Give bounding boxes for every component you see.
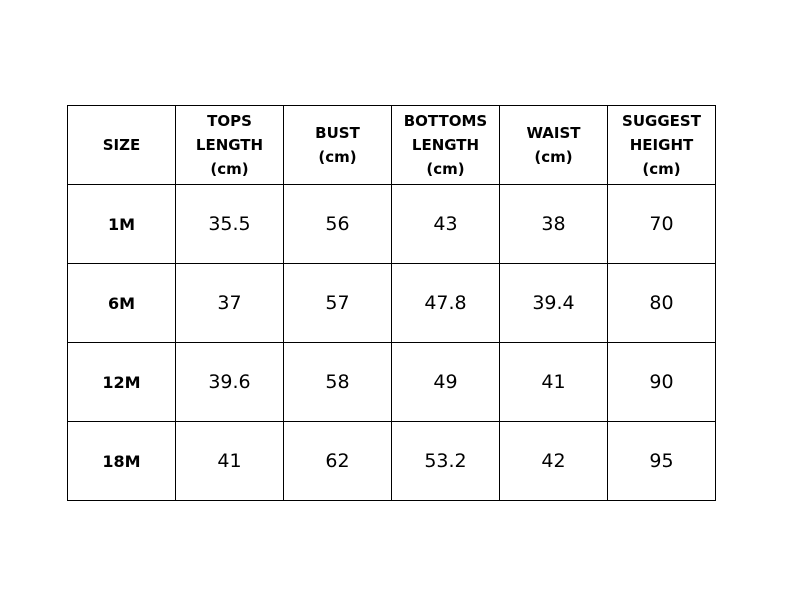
bust-cell: 62 [283,421,392,501]
header-bust-line: BUST [315,124,360,142]
waist-cell: 39.4 [499,263,608,343]
size-cell: 6M [67,263,176,343]
table-row: 12M 39.6 58 49 41 90 [67,342,716,422]
header-tops-length-line: LENGTH [195,136,264,154]
tops-length-cell: 37 [175,263,284,343]
header-bottoms-length-unit: (cm) [426,160,465,178]
bust-cell: 56 [283,184,392,264]
header-tops-length-unit: (cm) [210,160,249,178]
waist-cell: 38 [499,184,608,264]
table-header: SIZE TOPS LENGTH (cm) BUST (cm) BOTTOMS … [67,105,716,185]
suggest-height-cell: 90 [607,342,716,422]
suggest-height-cell: 80 [607,263,716,343]
suggest-height-cell: 95 [607,421,716,501]
tops-length-cell: 35.5 [175,184,284,264]
bust-cell: 58 [283,342,392,422]
size-cell: 1M [67,184,176,264]
table-body: 1M 35.5 56 43 38 70 6M 37 57 47.8 39.4 8… [67,184,716,501]
waist-cell: 42 [499,421,608,501]
size-cell: 12M [67,342,176,422]
tops-length-cell: 41 [175,421,284,501]
tops-length-cell: 39.6 [175,342,284,422]
bottoms-length-cell: 43 [391,184,500,264]
header-waist-line: WAIST [526,124,581,142]
bottoms-length-cell: 53.2 [391,421,500,501]
header-row: SIZE TOPS LENGTH (cm) BUST (cm) BOTTOMS … [67,105,716,185]
bottoms-length-cell: 49 [391,342,500,422]
table-row: 18M 41 62 53.2 42 95 [67,421,716,501]
header-bottoms-length: BOTTOMS LENGTH (cm) [391,105,500,185]
header-suggest-height: SUGGEST HEIGHT (cm) [607,105,716,185]
header-tops-length: TOPS LENGTH (cm) [175,105,284,185]
header-bottoms-length-line: BOTTOMS [403,112,488,130]
header-bust-unit: (cm) [318,148,357,166]
header-suggest-height-line: HEIGHT [629,136,694,154]
header-suggest-height-unit: (cm) [642,160,681,178]
header-suggest-height-line: SUGGEST [622,112,701,130]
table-row: 1M 35.5 56 43 38 70 [67,184,716,264]
header-waist-unit: (cm) [534,148,573,166]
header-tops-length-line: TOPS [207,112,252,130]
header-size: SIZE [67,105,176,185]
header-waist: WAIST (cm) [499,105,608,185]
size-chart-table: SIZE TOPS LENGTH (cm) BUST (cm) BOTTOMS … [67,105,716,501]
header-size-line: SIZE [102,136,141,154]
bust-cell: 57 [283,263,392,343]
header-bottoms-length-line: LENGTH [411,136,480,154]
bottoms-length-cell: 47.8 [391,263,500,343]
suggest-height-cell: 70 [607,184,716,264]
waist-cell: 41 [499,342,608,422]
header-bust: BUST (cm) [283,105,392,185]
size-cell: 18M [67,421,176,501]
table-row: 6M 37 57 47.8 39.4 80 [67,263,716,343]
